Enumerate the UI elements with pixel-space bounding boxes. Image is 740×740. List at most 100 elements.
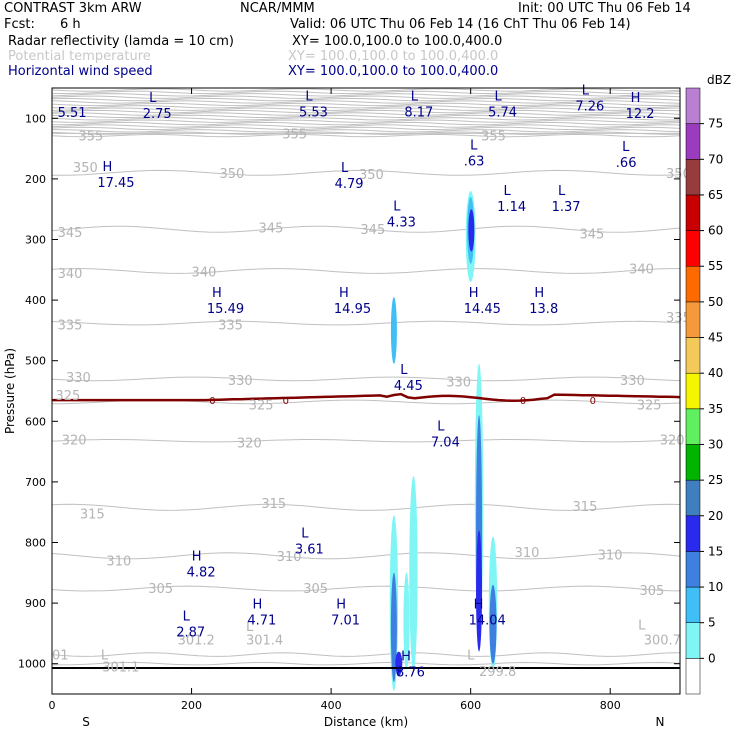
forecast-label: Fcst: <box>4 17 35 32</box>
theta-line <box>51 126 681 131</box>
wind-speed-label: 17.45 <box>97 176 134 191</box>
wind-extremum-symbol: L <box>301 527 309 542</box>
theta-contour <box>51 376 681 382</box>
colorbar-swatch <box>685 444 701 481</box>
theta-label: 301.2 <box>178 633 215 648</box>
theta-label: 300.7 <box>644 633 681 648</box>
reflectivity-cells <box>389 191 498 691</box>
y-tick-label: 500 <box>25 355 46 368</box>
theta-label: 325 <box>55 389 80 404</box>
theta-label: 355 <box>481 129 506 144</box>
reflectivity-cell <box>409 475 418 670</box>
wind-speed-label: .63 <box>464 155 485 170</box>
theta-label: 355 <box>79 129 104 144</box>
theta-label: 335 <box>218 318 243 333</box>
colorbar-swatch <box>685 408 701 445</box>
theta-line <box>51 117 681 121</box>
theta-line <box>51 105 681 109</box>
colorbar-tick-label: 20 <box>708 509 723 523</box>
theta-contour <box>51 225 681 233</box>
colorbar-swatch <box>685 87 701 124</box>
y-tick-label: 1000 <box>18 658 46 671</box>
wind-extremum-symbol: L <box>393 199 401 214</box>
y-tick-label: 900 <box>25 597 46 610</box>
colorbar-tick-label: 0 <box>708 651 716 665</box>
theta-contour <box>51 585 681 592</box>
wind-speed-label: 8.17 <box>404 106 433 121</box>
theta-label: 330 <box>228 374 253 389</box>
field-wind-speed: Horizontal wind speed <box>8 64 153 79</box>
colorbar-swatch <box>685 194 701 231</box>
field-potential-temperature: Potential temperature <box>8 49 151 64</box>
reflectivity-cell <box>390 572 397 682</box>
wind-extremum-symbol: L <box>400 363 408 378</box>
theta-label: 340 <box>629 263 654 278</box>
field-reflectivity-xy: XY= 100.0,100.0 to 100.0,400.0 <box>292 34 503 49</box>
wind-speed-label: 15.49 <box>207 302 244 317</box>
colorbar-swatch <box>685 586 701 623</box>
reflectivity-cell <box>476 530 483 652</box>
theta-line <box>51 119 681 123</box>
wind-speed-label: 4.82 <box>187 566 216 581</box>
wind-extremum-symbol: H <box>192 550 202 565</box>
colorbar-unit: dBZ <box>707 73 731 87</box>
wind-extremum-symbol: H <box>631 91 641 106</box>
colorbar-swatch <box>685 551 701 588</box>
wind-speed-label: 2.87 <box>176 626 205 641</box>
colorbar-tick-label: 50 <box>708 295 723 309</box>
theta-dense-lines <box>51 88 681 138</box>
y-tick-label: 100 <box>25 112 46 125</box>
y-tick-label: 700 <box>25 476 46 489</box>
plot-background <box>52 88 680 694</box>
colorbar-swatch <box>685 658 701 695</box>
zero-isotherm-label: 0 <box>590 396 596 407</box>
theta-label: 345 <box>58 226 83 241</box>
theta-label: 305 <box>303 582 328 597</box>
wind-speed-label: 1.14 <box>497 200 526 215</box>
wind-speed-label: 14.04 <box>469 613 506 628</box>
theta-label: 315 <box>573 500 598 515</box>
theta-label: 320 <box>660 433 685 448</box>
reflectivity-cell <box>395 651 403 676</box>
colorbar-swatch <box>685 372 701 410</box>
theta-contour <box>51 169 681 176</box>
theta-label: 340 <box>192 266 217 281</box>
theta-contour <box>51 552 681 560</box>
wind-speed-label: 14.45 <box>464 302 501 317</box>
theta-contour <box>51 268 680 274</box>
theta-marker: L <box>246 620 254 635</box>
wind-extremum-symbol: L <box>437 419 445 434</box>
theta-line <box>51 88 681 92</box>
wind-extremum-symbol: L <box>504 184 512 199</box>
colorbar-tick-label: 45 <box>708 331 723 345</box>
field-reflectivity: Radar reflectivity (lamda = 10 cm) <box>8 34 234 49</box>
theta-label: 305 <box>148 582 173 597</box>
theta-label: 315 <box>80 507 105 522</box>
theta-marker: L <box>638 618 646 633</box>
colorbar-swatch <box>685 337 701 374</box>
theta-line <box>51 90 681 95</box>
y-tick-label: 600 <box>25 415 46 428</box>
theta-label: 330 <box>620 374 645 389</box>
y-tick-label: 800 <box>25 537 46 550</box>
colorbar-tick-label: 60 <box>708 224 723 238</box>
institution-label: NCAR/MMM <box>240 1 315 16</box>
wind-extremum-symbol: H <box>474 597 484 612</box>
colorbar-swatch <box>685 301 701 338</box>
theta-label: 355 <box>282 127 307 142</box>
reflectivity-cell <box>390 297 397 364</box>
colorbar-tick-label: 40 <box>708 366 723 380</box>
theta-line <box>51 121 681 126</box>
theta-label: 325 <box>249 398 274 413</box>
colorbar-swatch <box>685 230 701 267</box>
wind-speed-label: 4.33 <box>387 215 416 230</box>
theta-line <box>51 109 681 114</box>
wind-speed-label: 3.61 <box>295 543 324 558</box>
theta-label: 335 <box>58 318 83 333</box>
theta-line <box>51 107 681 111</box>
x-tick-label: 800 <box>600 699 621 712</box>
theta-label: 299.8 <box>479 665 516 680</box>
theta-contour <box>51 503 681 511</box>
theta-line <box>51 93 681 97</box>
